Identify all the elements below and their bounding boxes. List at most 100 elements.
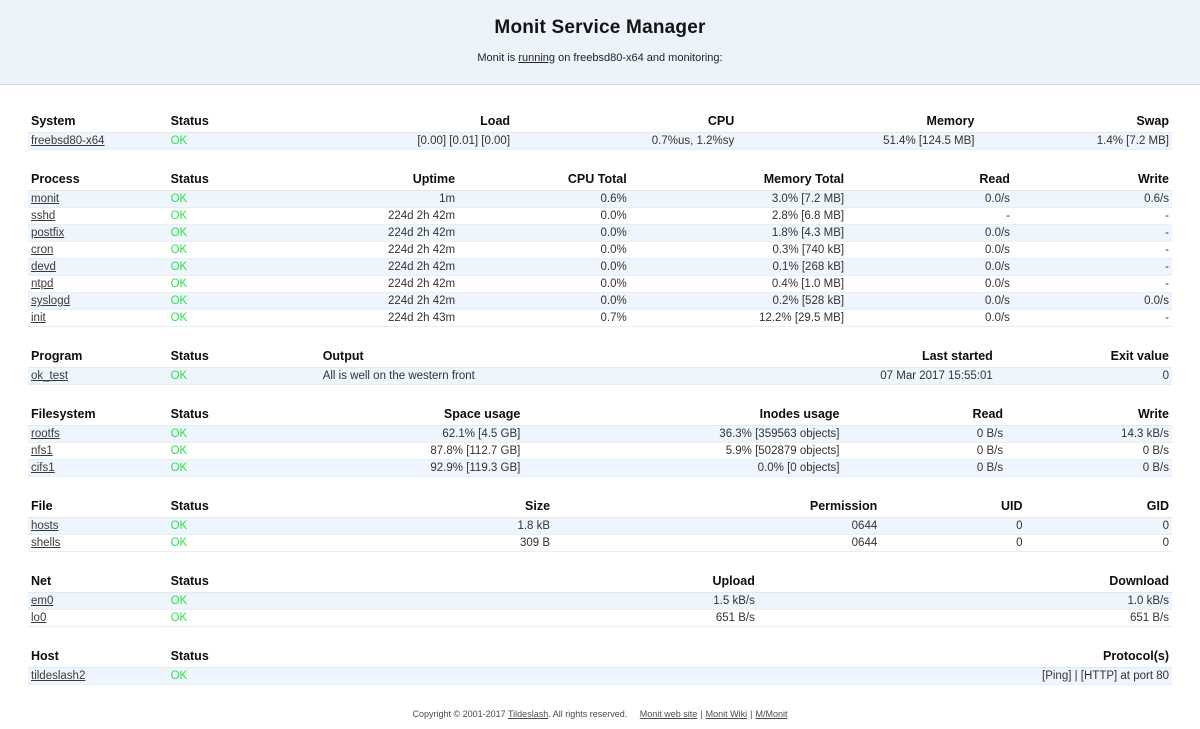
cell-uptime: 224d 2h 42m	[304, 258, 459, 276]
process-link-monit[interactable]: monit	[31, 193, 60, 205]
host-link-tildeslash2[interactable]: tildeslash2	[31, 670, 86, 682]
cell-memory-total: 0.2% [528 kB]	[629, 292, 848, 310]
page-title: Monit Service Manager	[494, 17, 706, 38]
column-header-size: Size	[304, 496, 554, 518]
service-name-cell: nfs1	[28, 442, 168, 460]
footer-links: Monit web site | Monit Wiki | M/Monit	[640, 709, 788, 719]
cell-protocol-s: [Ping] | [HTTP] at port 80	[304, 667, 1172, 685]
net-table: Net Status Upload Download em0 OK 1.5 kB/s 1.0 …	[28, 571, 1172, 627]
column-header-filesystem: Filesystem	[28, 404, 168, 426]
status-badge: OK	[167, 459, 305, 477]
page-header: Monit Service Manager Monit is running o…	[0, 0, 1200, 85]
table-row: cifs1 OK 92.9% [119.3 GB] 0.0% [0 objects] 0…	[28, 459, 1172, 477]
system-link-freebsd80-x64[interactable]: freebsd80-x64	[31, 135, 105, 147]
process-link-cron[interactable]: cron	[31, 244, 54, 256]
status-badge: OK	[167, 241, 305, 259]
cell-uptime: 224d 2h 42m	[304, 292, 459, 310]
table-row: rootfs OK 62.1% [4.5 GB] 36.3% [359563 obje…	[28, 425, 1172, 443]
tables-container: System Status Load CPU Memory Swap freebsd80-x…	[0, 85, 1200, 685]
column-header-download: Download	[757, 571, 1172, 593]
cell-output: All is well on the western front	[319, 367, 721, 385]
tildeslash-link[interactable]: Tildeslash	[508, 709, 549, 719]
cell-read: -	[847, 207, 1013, 225]
column-header-last-started: Last started	[720, 346, 996, 368]
cell-memory-total: 0.3% [740 kB]	[629, 241, 848, 259]
cell-read: 0 B/s	[842, 425, 1007, 443]
running-link[interactable]: running	[518, 52, 556, 64]
service-name-cell: postfix	[28, 224, 168, 242]
column-header-file: File	[28, 496, 168, 518]
cell-read: 0.0/s	[847, 224, 1013, 242]
service-name-cell: syslogd	[28, 292, 168, 310]
process-link-sshd[interactable]: sshd	[31, 210, 56, 222]
process-link-init[interactable]: init	[31, 312, 46, 324]
column-header-status: Status	[167, 404, 305, 426]
cell-gid: 0	[1025, 534, 1172, 552]
cell-download: 651 B/s	[757, 609, 1172, 627]
status-badge: OK	[167, 309, 305, 327]
column-header-inodes-usage: Inodes usage	[523, 404, 843, 426]
process-link-devd[interactable]: devd	[31, 261, 56, 273]
table-row: em0 OK 1.5 kB/s 1.0 kB/s	[28, 592, 1172, 610]
column-header-protocol-s: Protocol(s)	[304, 646, 1172, 668]
column-header-output: Output	[319, 346, 721, 368]
cell-upload: 1.5 kB/s	[304, 592, 758, 610]
filesystem-link-nfs1[interactable]: nfs1	[31, 445, 53, 457]
cell-write: 0 B/s	[1006, 459, 1172, 477]
status-badge: OK	[167, 367, 320, 385]
cell-cpu-total: 0.7%	[458, 309, 630, 327]
monit-web-site-link[interactable]: Monit web site	[639, 709, 698, 719]
cell-inodes-usage: 0.0% [0 objects]	[523, 459, 843, 477]
cell-space-usage: 92.9% [119.3 GB]	[304, 459, 524, 477]
column-header-process: Process	[28, 169, 168, 191]
header-row: Program Status Output Last started Exit valu…	[28, 346, 1172, 368]
column-header-status: Status	[167, 346, 320, 368]
table-row: syslogd OK 224d 2h 42m 0.0% 0.2% [528 kB] 0.0…	[28, 292, 1172, 310]
table-row: devd OK 224d 2h 42m 0.0% 0.1% [268 kB] 0.0/s -	[28, 258, 1172, 276]
cell-memory-total: 2.8% [6.8 MB]	[629, 207, 848, 225]
status-line-suffix: on freebsd80-x64 and monitoring:	[555, 52, 723, 64]
service-name-cell: ntpd	[28, 275, 168, 293]
status-badge: OK	[167, 425, 305, 443]
cell-cpu-total: 0.6%	[458, 190, 630, 208]
copyright-suffix: . All rights reserved.	[548, 709, 628, 719]
cell-memory-total: 3.0% [7.2 MB]	[629, 190, 848, 208]
table-row: cron OK 224d 2h 42m 0.0% 0.3% [740 kB] 0.0/s -	[28, 241, 1172, 259]
column-header-upload: Upload	[304, 571, 758, 593]
cell-uid: 0	[880, 534, 1026, 552]
column-header-read: Read	[847, 169, 1013, 191]
process-link-syslogd[interactable]: syslogd	[31, 295, 70, 307]
cell-uptime: 1m	[304, 190, 459, 208]
service-name-cell: monit	[28, 190, 168, 208]
column-header-write: Write	[1012, 169, 1172, 191]
filesystem-link-rootfs[interactable]: rootfs	[31, 428, 60, 440]
process-link-postfix[interactable]: postfix	[31, 227, 65, 239]
mmonit-link[interactable]: M/Monit	[755, 709, 788, 719]
column-header-system: System	[28, 111, 168, 133]
net-link-lo0[interactable]: lo0	[31, 612, 47, 624]
filesystem-link-cifs1[interactable]: cifs1	[31, 462, 55, 474]
status-badge: OK	[167, 667, 305, 685]
net-link-em0[interactable]: em0	[31, 595, 54, 607]
service-name-cell: hosts	[28, 517, 168, 535]
column-header-status: Status	[167, 571, 305, 593]
table-row: sshd OK 224d 2h 42m 0.0% 2.8% [6.8 MB] - -	[28, 207, 1172, 225]
service-name-cell: cron	[28, 241, 168, 259]
cell-write: -	[1012, 309, 1172, 327]
file-link-shells[interactable]: shells	[31, 537, 61, 549]
cell-uid: 0	[880, 517, 1026, 535]
cell-cpu: 0.7%us, 1.2%sy	[513, 132, 738, 150]
program-link-ok-test[interactable]: ok_test	[31, 370, 69, 382]
status-badge: OK	[167, 190, 305, 208]
column-header-load: Load	[304, 111, 514, 133]
cell-exit-value: 0	[995, 367, 1172, 385]
cell-cpu-total: 0.0%	[458, 275, 630, 293]
cell-cpu-total: 0.0%	[458, 258, 630, 276]
status-line-prefix: Monit is	[477, 52, 519, 64]
monit-wiki-link[interactable]: Monit Wiki	[705, 709, 748, 719]
file-link-hosts[interactable]: hosts	[31, 520, 59, 532]
status-badge: OK	[167, 292, 305, 310]
cell-write: 0 B/s	[1006, 442, 1172, 460]
process-link-ntpd[interactable]: ntpd	[31, 278, 54, 290]
cell-read: 0 B/s	[842, 442, 1007, 460]
